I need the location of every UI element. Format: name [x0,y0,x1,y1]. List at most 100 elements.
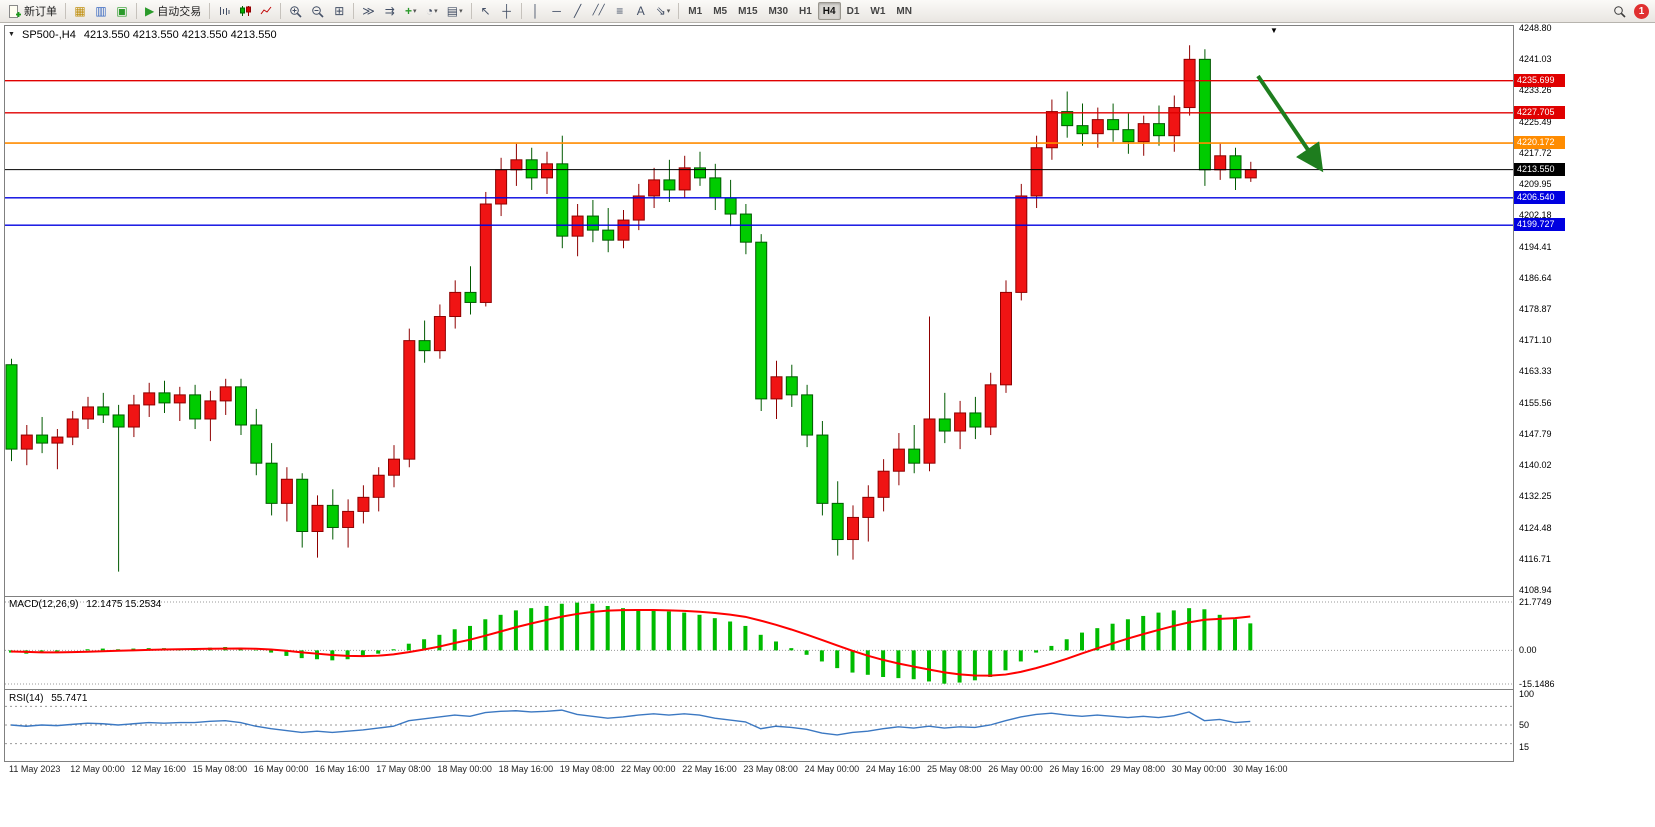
rsi-current-value: 55.7471 [51,693,88,704]
search-button[interactable] [1609,2,1630,21]
channel-button[interactable]: ╱╱ [589,2,609,21]
crosshair-button[interactable]: ┼ [497,2,517,21]
trendline-button[interactable]: ╱ [568,2,588,21]
chart-candles-button[interactable] [235,2,255,21]
add-indicator-button[interactable]: + ▾ [401,2,421,21]
new-order-button[interactable]: 新订单 [4,2,61,21]
trendline-icon: ╱ [574,4,582,18]
toolbar-separator [520,3,522,19]
horizontal-line-icon: ─ [552,4,561,18]
time-label: 26 May 00:00 [988,764,1043,774]
trend-arrow-annotation [1256,74,1324,173]
toolbar-separator [280,3,282,19]
time-label: 16 May 16:00 [315,764,370,774]
vertical-line-icon: │ [531,4,540,18]
timeframe-h4-button[interactable]: H4 [817,2,841,20]
timeframe-m1-button[interactable]: M1 [683,2,707,20]
one-click-collapse-icon[interactable]: ▼ [8,31,15,38]
vertical-line-button[interactable]: │ [526,2,546,21]
time-label: 11 May 2023 [9,764,61,774]
time-label: 17 May 08:00 [376,764,431,774]
toolbar-separator [136,3,137,19]
rsi-axis-label: 50 [1519,720,1530,730]
search-icon [1614,5,1626,18]
text-tool-button[interactable]: A [631,2,651,21]
chevron-down-icon: ▾ [413,8,417,15]
timeframe-m15-button[interactable]: M15 [733,2,762,20]
time-label: 24 May 16:00 [865,764,921,774]
time-label: 12 May 00:00 [70,764,125,774]
auto-scroll-button[interactable]: ≫ [358,2,379,21]
new-order-label: 新订单 [24,6,57,18]
chevron-down-icon: ▾ [434,8,438,15]
main-chart-canvas[interactable] [5,26,1513,596]
rsi-name: RSI(14) [9,693,44,704]
market-watch-button[interactable]: ▦ [70,2,90,21]
price-tick-label: 4233.26 [1519,85,1552,96]
macd-panel-canvas[interactable] [5,597,1513,689]
timeframe-w1-button[interactable]: W1 [865,2,890,20]
price-tick-label: 4194.41 [1519,241,1552,252]
time-label: 22 May 16:00 [682,764,737,774]
time-label: 18 May 00:00 [437,764,492,774]
autotrade-button[interactable]: ▶ 自动交易 [141,2,205,21]
chart-shift-icon: ⇉ [384,4,395,18]
autotrade-label: 自动交易 [157,6,202,18]
macd-signal-line [10,608,1251,677]
price-tick-label: 4217.72 [1519,147,1552,158]
rsi-axis-label: 15 [1519,741,1530,752]
periods-button[interactable]: ◔ ▾ [422,2,442,21]
price-tick-label: 4108.94 [1519,585,1552,595]
ohlc-values: 4213.550 4213.550 4213.550 4213.550 [83,29,277,41]
arrows-tool-button[interactable]: ⇘ ▾ [652,2,675,21]
rsi-panel-canvas[interactable] [5,690,1513,761]
timeframe-group: M1 M5 M15 M30 H1 H4 D1 W1 MN [683,2,917,20]
panel-separator[interactable] [5,689,1513,690]
zoom-in-button[interactable] [285,2,306,21]
cursor-button[interactable]: ↖ [476,2,496,21]
price-badge: 4235.699 [1514,73,1565,87]
timeframe-m30-button[interactable]: M30 [764,2,793,20]
tile-windows-button[interactable]: ⊞ [329,2,349,21]
fibonacci-button[interactable]: ≡ [610,2,630,21]
price-tick-label: 4140.02 [1519,460,1552,471]
price-badge: 4213.550 [1514,162,1565,176]
time-label: 25 May 08:00 [927,764,982,774]
time-label: 15 May 08:00 [192,764,248,774]
chart-shift-marker-icon[interactable]: ▼ [1270,26,1278,35]
chart-shift-button[interactable]: ⇉ [380,2,400,21]
terminal-icon: ▣ [116,4,128,18]
bar-chart-icon [220,7,230,15]
toolbar-right-group: 1 [1609,2,1651,21]
market-watch-icon: ▦ [74,4,86,18]
price-tick-label: 4225.49 [1519,116,1552,127]
panel-separator[interactable] [5,596,1513,597]
chart-bars-button[interactable] [214,2,234,21]
timeframe-mn-button[interactable]: MN [891,2,917,20]
timeframe-h1-button[interactable]: H1 [794,2,817,20]
zoom-out-button[interactable] [307,2,328,21]
price-badge: 4227.705 [1514,105,1565,119]
time-axis[interactable]: 11 May 2023 12 May 00:00 12 May 16:00 15 Ma… [5,764,1513,777]
candlestick-icon [240,6,252,16]
templates-button[interactable]: ▤ ▾ [443,2,467,21]
price-badge: 4206.540 [1514,190,1565,204]
time-label: 23 May 08:00 [743,764,798,774]
toolbar-separator [353,3,355,19]
cursor-icon: ↖ [480,4,491,18]
auto-scroll-icon: ≫ [362,4,375,18]
tile-windows-icon: ⊞ [334,4,345,18]
chart-line-button[interactable] [256,2,276,21]
time-label: 16 May 00:00 [253,764,309,774]
horizontal-line-button[interactable]: ─ [547,2,567,21]
terminal-button[interactable]: ▣ [112,2,132,21]
price-tick-label: 4241.03 [1519,54,1552,65]
price-tick-label: 4186.64 [1519,272,1552,283]
notification-badge[interactable]: 1 [1634,3,1649,19]
clock-icon: ◔ [425,4,434,18]
price-axis[interactable]: 4248.80 4241.03 4233.26 4225.49 4217.72 4209.… [1514,23,1655,762]
timeframe-m5-button[interactable]: M5 [708,2,732,20]
navigator-button[interactable]: ▥ [91,2,111,21]
timeframe-d1-button[interactable]: D1 [842,2,865,20]
